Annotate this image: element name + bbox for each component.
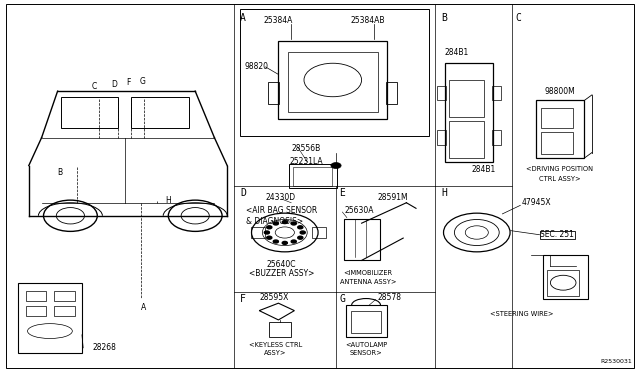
Circle shape <box>282 221 287 224</box>
Bar <box>437 86 446 100</box>
Bar <box>541 132 573 154</box>
Text: 25384A: 25384A <box>264 16 293 25</box>
Text: <KEYLESS CTRL: <KEYLESS CTRL <box>248 342 302 348</box>
Bar <box>492 130 501 145</box>
Text: CTRL ASSY>: CTRL ASSY> <box>539 176 581 182</box>
Text: <AUTOLAMP: <AUTOLAMP <box>345 342 387 348</box>
Text: <AIR BAG SENSOR: <AIR BAG SENSOR <box>246 206 317 215</box>
Bar <box>543 255 588 299</box>
Bar <box>54 306 75 316</box>
Bar <box>278 41 387 119</box>
Bar <box>26 291 46 301</box>
Circle shape <box>331 163 341 169</box>
Bar <box>346 305 387 337</box>
Text: 98820: 98820 <box>244 62 269 71</box>
Text: ANTENNA ASSY>: ANTENNA ASSY> <box>340 279 396 285</box>
Circle shape <box>298 226 303 229</box>
Text: 25231LA: 25231LA <box>289 157 323 166</box>
Bar <box>536 100 584 158</box>
Bar <box>268 82 279 104</box>
Text: F: F <box>240 294 246 304</box>
Bar <box>240 9 429 136</box>
Bar <box>547 270 579 296</box>
Bar <box>269 322 291 337</box>
Text: C: C <box>515 13 521 23</box>
Text: <BUZZER ASSY>: <BUZZER ASSY> <box>249 269 314 278</box>
Text: G: G <box>139 77 145 86</box>
Text: 28556B: 28556B <box>291 144 321 153</box>
Circle shape <box>298 236 303 239</box>
Text: A: A <box>240 13 246 23</box>
Text: 28578: 28578 <box>378 293 402 302</box>
Circle shape <box>267 236 272 239</box>
Text: <IMMOBILIZER: <IMMOBILIZER <box>344 270 392 276</box>
Text: 98800M: 98800M <box>545 87 575 96</box>
Circle shape <box>273 222 278 225</box>
Bar <box>437 130 446 145</box>
Bar <box>288 52 378 112</box>
Bar <box>351 311 381 333</box>
Circle shape <box>282 241 287 244</box>
Text: B: B <box>58 169 63 177</box>
Text: 28268: 28268 <box>93 343 116 352</box>
Circle shape <box>264 231 269 234</box>
Text: C: C <box>92 82 97 91</box>
Text: E: E <box>339 188 345 198</box>
Text: 28595X: 28595X <box>259 293 289 302</box>
Bar <box>540 231 575 239</box>
Bar <box>289 164 337 188</box>
Bar <box>61 97 118 128</box>
Text: 284B1: 284B1 <box>445 48 469 57</box>
Bar <box>251 227 265 238</box>
Text: 284B1: 284B1 <box>471 165 495 174</box>
Text: 28591M: 28591M <box>378 193 408 202</box>
Circle shape <box>273 240 278 243</box>
Bar <box>344 219 380 260</box>
Text: & DIAGNOSIS>: & DIAGNOSIS> <box>246 217 303 226</box>
Bar <box>312 227 326 238</box>
Text: H: H <box>165 196 171 205</box>
Text: A: A <box>141 303 147 312</box>
Text: B: B <box>442 13 447 23</box>
Circle shape <box>291 222 296 225</box>
Bar <box>54 291 75 301</box>
Text: SEC. 251: SEC. 251 <box>540 230 573 239</box>
Circle shape <box>267 226 272 229</box>
Text: <DRIVING POSITION: <DRIVING POSITION <box>527 166 593 172</box>
Bar <box>386 82 397 104</box>
Bar <box>18 283 82 353</box>
Text: D: D <box>111 80 117 89</box>
Text: 25640C: 25640C <box>267 260 296 269</box>
Bar <box>492 86 501 100</box>
Bar <box>449 80 484 117</box>
Text: D: D <box>240 188 246 198</box>
Circle shape <box>291 240 296 243</box>
Bar <box>26 306 46 316</box>
Text: 24330D: 24330D <box>266 193 296 202</box>
Bar <box>445 63 493 162</box>
Text: <STEERING WIRE>: <STEERING WIRE> <box>490 311 554 317</box>
Bar <box>449 121 484 158</box>
Circle shape <box>300 231 305 234</box>
Bar <box>541 108 573 128</box>
Text: ASSY>: ASSY> <box>264 350 287 356</box>
Text: 25384AB: 25384AB <box>351 16 385 25</box>
Text: F: F <box>126 78 130 87</box>
Text: R2530031: R2530031 <box>600 359 632 364</box>
Text: G: G <box>339 294 345 304</box>
Bar <box>131 97 189 128</box>
Text: 25630A: 25630A <box>344 206 374 215</box>
Text: 47945X: 47945X <box>522 198 551 207</box>
Text: H: H <box>442 188 447 198</box>
Text: SENSOR>: SENSOR> <box>349 350 383 356</box>
Bar <box>293 167 332 186</box>
